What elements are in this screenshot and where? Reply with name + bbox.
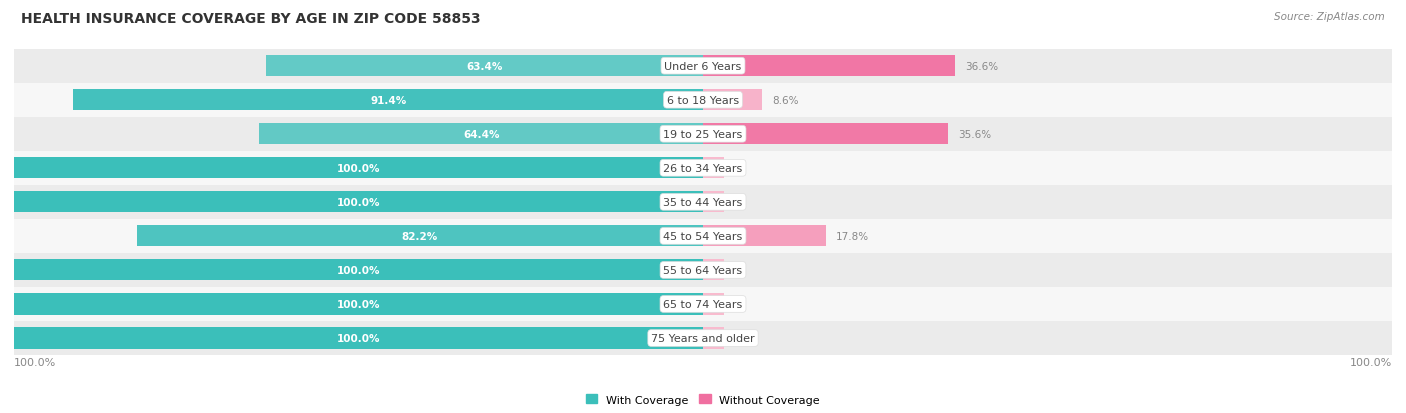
Bar [14, 219, 1392, 253]
Text: Under 6 Years: Under 6 Years [665, 62, 741, 71]
Bar [703, 90, 762, 111]
Text: 35 to 44 Years: 35 to 44 Years [664, 197, 742, 207]
Text: 63.4%: 63.4% [467, 62, 503, 71]
Bar [14, 152, 1392, 185]
Bar [14, 287, 1392, 321]
Text: 82.2%: 82.2% [402, 231, 439, 241]
Bar [136, 226, 703, 247]
Text: 36.6%: 36.6% [966, 62, 998, 71]
Bar [259, 124, 703, 145]
Legend: With Coverage, Without Coverage: With Coverage, Without Coverage [586, 394, 820, 405]
Text: 0.0%: 0.0% [713, 265, 740, 275]
Text: 55 to 64 Years: 55 to 64 Years [664, 265, 742, 275]
Text: 8.6%: 8.6% [772, 95, 799, 105]
Bar [73, 90, 703, 111]
Text: 35.6%: 35.6% [959, 129, 991, 140]
Bar [14, 192, 703, 213]
Bar [703, 226, 825, 247]
Text: 75 Years and older: 75 Years and older [651, 333, 755, 343]
Bar [14, 50, 1392, 83]
Bar [703, 124, 948, 145]
Bar [14, 328, 703, 349]
Bar [703, 294, 724, 315]
Bar [14, 321, 1392, 355]
Bar [14, 83, 1392, 117]
Text: 19 to 25 Years: 19 to 25 Years [664, 129, 742, 140]
Text: 91.4%: 91.4% [370, 95, 406, 105]
Bar [14, 253, 1392, 287]
Text: 17.8%: 17.8% [837, 231, 869, 241]
Text: 100.0%: 100.0% [337, 333, 380, 343]
Text: 100.0%: 100.0% [337, 299, 380, 309]
Text: 6 to 18 Years: 6 to 18 Years [666, 95, 740, 105]
Bar [703, 158, 724, 179]
Bar [14, 158, 703, 179]
Text: 26 to 34 Years: 26 to 34 Years [664, 164, 742, 173]
Text: 100.0%: 100.0% [337, 197, 380, 207]
Text: 100.0%: 100.0% [14, 357, 56, 367]
Text: 0.0%: 0.0% [713, 197, 740, 207]
Text: 0.0%: 0.0% [713, 164, 740, 173]
Bar [266, 56, 703, 77]
Text: HEALTH INSURANCE COVERAGE BY AGE IN ZIP CODE 58853: HEALTH INSURANCE COVERAGE BY AGE IN ZIP … [21, 12, 481, 26]
Text: 0.0%: 0.0% [713, 299, 740, 309]
Text: Source: ZipAtlas.com: Source: ZipAtlas.com [1274, 12, 1385, 22]
Bar [703, 192, 724, 213]
Bar [14, 294, 703, 315]
Bar [14, 117, 1392, 152]
Bar [703, 56, 955, 77]
Bar [703, 328, 724, 349]
Text: 45 to 54 Years: 45 to 54 Years [664, 231, 742, 241]
Text: 64.4%: 64.4% [463, 129, 499, 140]
Bar [14, 185, 1392, 219]
Text: 65 to 74 Years: 65 to 74 Years [664, 299, 742, 309]
Bar [14, 260, 703, 281]
Text: 100.0%: 100.0% [337, 164, 380, 173]
Bar [703, 260, 724, 281]
Text: 0.0%: 0.0% [713, 333, 740, 343]
Text: 100.0%: 100.0% [1350, 357, 1392, 367]
Text: 100.0%: 100.0% [337, 265, 380, 275]
